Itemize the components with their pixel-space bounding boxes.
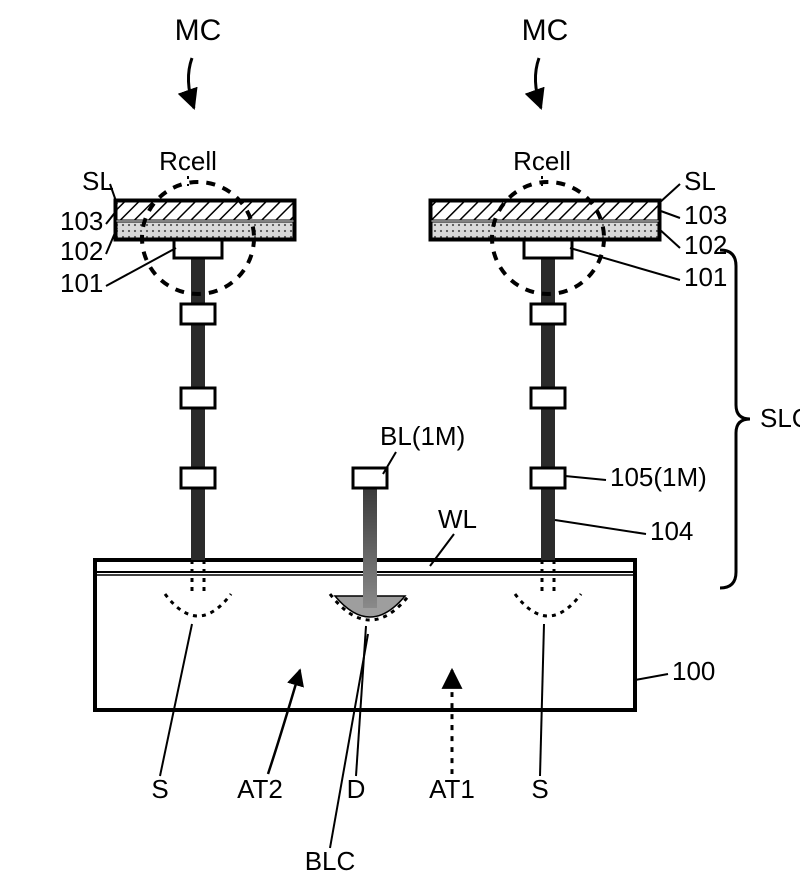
svg-text:BLC: BLC (305, 846, 356, 876)
svg-text:SLC: SLC (760, 403, 800, 433)
svg-text:101: 101 (60, 268, 103, 298)
svg-text:D: D (347, 774, 366, 804)
svg-text:BL(1M): BL(1M) (380, 421, 465, 451)
svg-text:Rcell: Rcell (159, 146, 217, 176)
svg-text:WL: WL (438, 504, 477, 534)
svg-text:104: 104 (650, 516, 693, 546)
svg-text:MC: MC (522, 14, 569, 47)
svg-text:AT1: AT1 (429, 774, 475, 804)
svg-text:SL: SL (82, 166, 114, 196)
svg-text:S: S (531, 774, 548, 804)
svg-text:100: 100 (672, 656, 715, 686)
svg-text:103: 103 (60, 206, 103, 236)
svg-text:S: S (151, 774, 168, 804)
svg-text:AT2: AT2 (237, 774, 283, 804)
svg-text:Rcell: Rcell (513, 146, 571, 176)
svg-text:105(1M): 105(1M) (610, 462, 707, 492)
svg-text:103: 103 (684, 200, 727, 230)
svg-text:102: 102 (684, 230, 727, 260)
svg-text:101: 101 (684, 262, 727, 292)
svg-text:SL: SL (684, 166, 716, 196)
svg-text:102: 102 (60, 236, 103, 266)
svg-text:MC: MC (175, 14, 222, 47)
